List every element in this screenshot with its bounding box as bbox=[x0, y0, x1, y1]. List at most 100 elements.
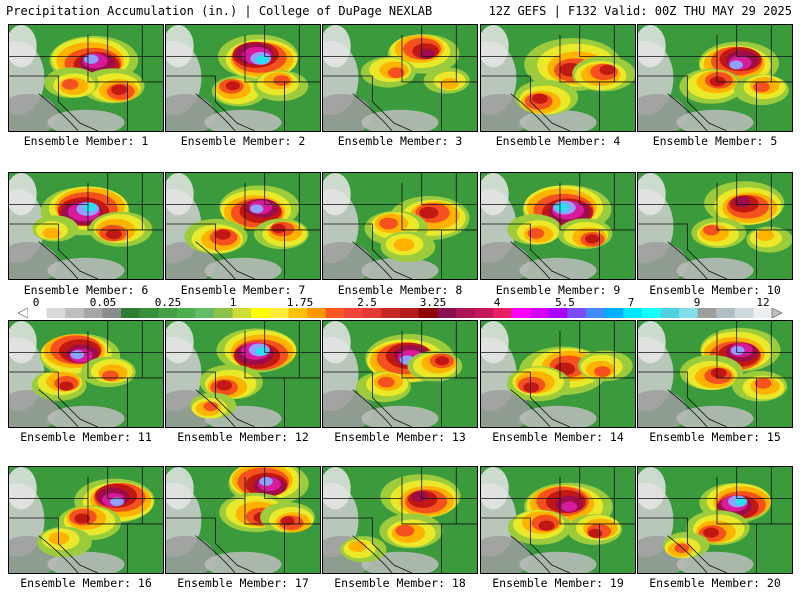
colorbar-swatch bbox=[511, 308, 531, 318]
colorbar-tick-label: 0.05 bbox=[89, 296, 117, 309]
precip-field bbox=[481, 467, 635, 573]
precip-field bbox=[9, 173, 163, 279]
ensemble-member-map bbox=[637, 24, 793, 132]
ensemble-member-label: Ensemble Member: 19 bbox=[492, 576, 624, 590]
colorbar-swatch bbox=[269, 308, 289, 318]
ensemble-member-map bbox=[322, 320, 478, 428]
ensemble-member-label: Ensemble Member: 3 bbox=[337, 134, 463, 148]
ensemble-member-map bbox=[637, 320, 793, 428]
precip-field bbox=[166, 467, 320, 573]
colorbar-tick-label: 1 bbox=[229, 296, 237, 309]
colorbar-left-arrow bbox=[18, 308, 29, 318]
precip-field bbox=[638, 321, 792, 427]
precip-field bbox=[638, 25, 792, 131]
colorbar-swatch bbox=[121, 308, 140, 318]
colorbar-swatch bbox=[493, 308, 512, 318]
precip-field bbox=[9, 321, 163, 427]
precip-field bbox=[481, 173, 635, 279]
ensemble-member-label: Ensemble Member: 9 bbox=[495, 283, 621, 297]
ensemble-member-label: Ensemble Member: 11 bbox=[20, 430, 152, 444]
colorbar-swatch bbox=[716, 308, 736, 318]
colorbar-tick-label: 3.25 bbox=[419, 296, 447, 309]
colorbar-swatch bbox=[28, 308, 47, 318]
ensemble-member-label: Ensemble Member: 16 bbox=[20, 576, 152, 590]
colorbar-swatch bbox=[437, 308, 457, 318]
colorbar-swatch bbox=[474, 308, 494, 318]
colorbar-tick-label: 7 bbox=[627, 296, 635, 309]
colorbar-swatch bbox=[548, 308, 568, 318]
colorbar-tick-label: 12 bbox=[756, 296, 770, 309]
colorbar-swatch bbox=[325, 308, 345, 318]
precip-field bbox=[323, 25, 477, 131]
colorbar-swatch bbox=[139, 308, 159, 318]
colorbar-tick-label: 5.5 bbox=[555, 296, 575, 309]
ensemble-member-map bbox=[8, 320, 164, 428]
colorbar-swatch bbox=[344, 308, 364, 318]
ensemble-member-label: Ensemble Member: 12 bbox=[177, 430, 309, 444]
ensemble-member-label: Ensemble Member: 1 bbox=[23, 134, 149, 148]
colorbar-swatch bbox=[195, 308, 215, 318]
colorbar-swatch bbox=[418, 308, 438, 318]
ensemble-member-map bbox=[8, 172, 164, 280]
colorbar-swatch bbox=[734, 308, 754, 318]
colorbar-swatch bbox=[623, 308, 643, 318]
colorbar-swatch bbox=[83, 308, 103, 318]
colorbar-swatch bbox=[753, 308, 773, 318]
ensemble-member-map bbox=[8, 466, 164, 574]
ensemble-member-label: Ensemble Member: 17 bbox=[177, 576, 309, 590]
colorbar-right-arrow bbox=[771, 308, 782, 318]
ensemble-member-map bbox=[165, 466, 321, 574]
colorbar-swatch bbox=[362, 308, 382, 318]
colorbar-swatch bbox=[46, 308, 66, 318]
colorbar-swatch bbox=[176, 308, 196, 318]
ensemble-member-map bbox=[480, 466, 636, 574]
colorbar-swatch bbox=[697, 308, 717, 318]
colorbar-swatch bbox=[641, 308, 661, 318]
colorbar bbox=[18, 308, 782, 318]
ensemble-member-label: Ensemble Member: 2 bbox=[180, 134, 306, 148]
colorbar-swatch bbox=[567, 308, 587, 318]
colorbar-swatch bbox=[400, 308, 419, 318]
ensemble-member-map bbox=[165, 172, 321, 280]
ensemble-member-label: Ensemble Member: 20 bbox=[649, 576, 781, 590]
ensemble-member-label: Ensemble Member: 4 bbox=[495, 134, 621, 148]
ensemble-member-label: Ensemble Member: 10 bbox=[649, 283, 781, 297]
ensemble-member-map bbox=[637, 466, 793, 574]
colorbar-tick-label: 0 bbox=[32, 296, 40, 309]
colorbar-tick-label: 9 bbox=[693, 296, 701, 309]
precip-field bbox=[166, 25, 320, 131]
ensemble-member-map bbox=[165, 320, 321, 428]
colorbar-swatch bbox=[307, 308, 326, 318]
colorbar-swatch bbox=[530, 308, 550, 318]
ensemble-member-label: Ensemble Member: 18 bbox=[334, 576, 466, 590]
ensemble-member-map bbox=[322, 24, 478, 132]
model-run-info: 12Z GEFS | F132 Valid: 00Z THU MAY 29 20… bbox=[488, 4, 792, 18]
ensemble-member-label: Ensemble Member: 14 bbox=[492, 430, 624, 444]
ensemble-member-map bbox=[637, 172, 793, 280]
colorbar-swatch bbox=[102, 308, 122, 318]
ensemble-member-map bbox=[8, 24, 164, 132]
colorbar-tick-label: 2.5 bbox=[357, 296, 377, 309]
colorbar-swatch bbox=[288, 308, 308, 318]
ensemble-member-label: Ensemble Member: 13 bbox=[334, 430, 466, 444]
colorbar-swatch bbox=[586, 308, 605, 318]
colorbar-swatch bbox=[232, 308, 252, 318]
colorbar-swatch bbox=[65, 308, 85, 318]
precip-field bbox=[638, 173, 792, 279]
precip-field bbox=[323, 467, 477, 573]
ensemble-member-map bbox=[165, 24, 321, 132]
precip-field bbox=[481, 321, 635, 427]
colorbar-swatch bbox=[158, 308, 178, 318]
colorbar-swatch bbox=[214, 308, 233, 318]
ensemble-member-label: Ensemble Member: 15 bbox=[649, 430, 781, 444]
precip-field bbox=[166, 173, 320, 279]
precip-field bbox=[166, 321, 320, 427]
precip-field bbox=[323, 173, 477, 279]
ensemble-member-map bbox=[480, 320, 636, 428]
precip-field bbox=[9, 467, 163, 573]
ensemble-member-map bbox=[322, 172, 478, 280]
precip-field bbox=[481, 25, 635, 131]
ensemble-member-label: Ensemble Member: 6 bbox=[23, 283, 149, 297]
precip-field bbox=[9, 25, 163, 131]
ensemble-member-label: Ensemble Member: 8 bbox=[337, 283, 463, 297]
